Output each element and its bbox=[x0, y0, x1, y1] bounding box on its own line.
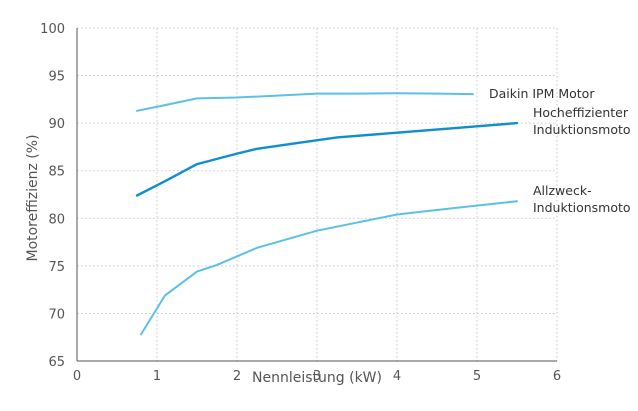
series-labels: Daikin IPM Motor Hocheffizienter Induktion… bbox=[489, 86, 631, 215]
y-axis-label: Motoreffizienz (%) bbox=[25, 134, 41, 261]
y-tick-label: 95 bbox=[48, 70, 65, 85]
series-label: Daikin IPM Motor bbox=[489, 86, 595, 101]
series-line bbox=[135, 121, 519, 197]
y-tick-label: 65 bbox=[48, 355, 65, 370]
x-tick-label: 3 bbox=[313, 369, 321, 384]
x-axis-label: Nennleistung (kW) bbox=[252, 370, 382, 386]
y-tick-label: 80 bbox=[48, 212, 65, 227]
x-tick-label: 5 bbox=[473, 369, 481, 384]
series-lines bbox=[135, 92, 519, 336]
y-tick-labels: 65 70 75 80 85 90 95 100 bbox=[40, 22, 65, 370]
grid bbox=[77, 27, 558, 361]
series-label: Hocheffizienter bbox=[533, 105, 629, 120]
x-tick-label: 4 bbox=[393, 369, 401, 384]
series-line bbox=[136, 92, 474, 112]
x-tick-label: 1 bbox=[153, 369, 161, 384]
series-label: Allzweck- bbox=[533, 183, 592, 198]
series-label: Induktionsmoto bbox=[533, 200, 631, 215]
series-label: Induktionsmoto bbox=[533, 122, 631, 137]
y-tick-label: 70 bbox=[48, 307, 65, 322]
x-tick-label: 0 bbox=[73, 369, 81, 384]
x-tick-labels: 0 1 2 3 4 5 6 bbox=[73, 369, 561, 384]
axes bbox=[76, 28, 557, 362]
y-tick-label: 75 bbox=[48, 260, 65, 275]
x-tick-label: 2 bbox=[233, 369, 241, 384]
x-tick-label: 6 bbox=[553, 369, 561, 384]
y-tick-label: 100 bbox=[40, 22, 65, 37]
y-tick-label: 90 bbox=[48, 117, 65, 132]
y-tick-label: 85 bbox=[48, 165, 65, 180]
series-line bbox=[140, 200, 518, 336]
